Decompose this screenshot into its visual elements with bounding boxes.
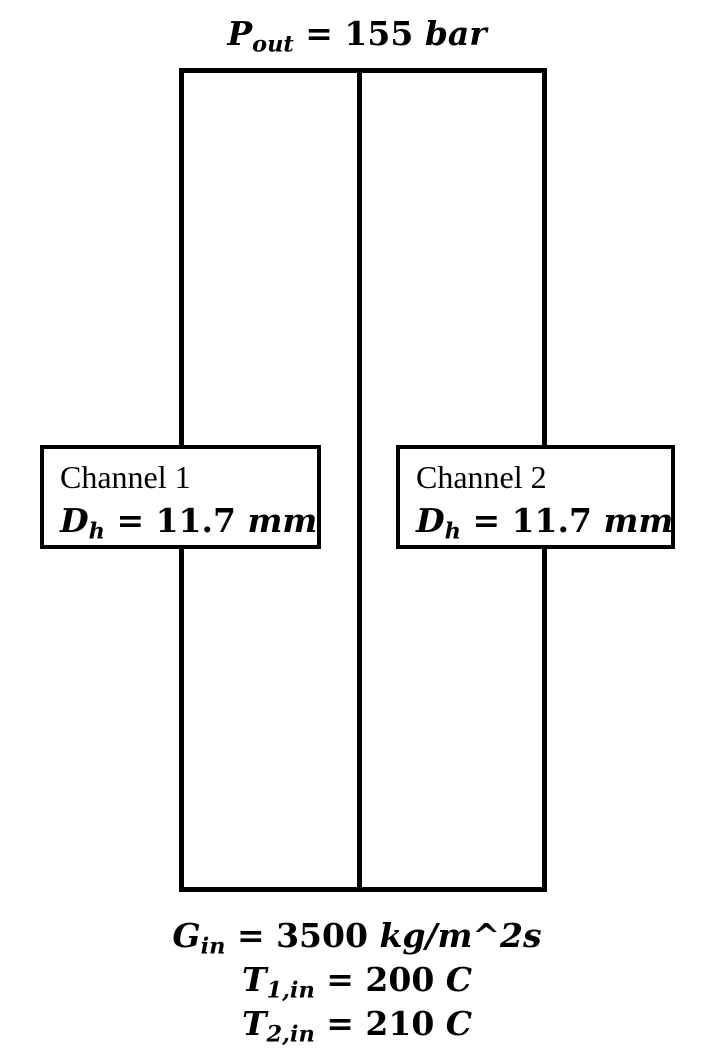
dh-subscript: h (444, 518, 461, 545)
inlet-temperature-1-label: T1,in = 200 C (0, 960, 714, 1004)
t2-subscript: 2,in (266, 1021, 315, 1048)
t2-value: = 210 (326, 1004, 435, 1043)
dh-symbol: D (60, 501, 89, 540)
t1-unit: C (445, 960, 473, 999)
channel-2-hydraulic-diameter: Dh = 11.7 mm (416, 501, 673, 545)
dh-symbol: D (416, 501, 445, 540)
t1-subscript: 1,in (266, 977, 315, 1004)
channel-divider-wall (357, 68, 362, 892)
channel-2-name: Channel 2 (416, 459, 547, 495)
t1-value: = 200 (326, 960, 435, 999)
t2-unit: C (445, 1004, 473, 1043)
pressure-value: = 155 (305, 14, 414, 53)
channel-1-label-box: Channel 1 Dh = 11.7 mm (40, 445, 321, 549)
dh-subscript: h (88, 518, 105, 545)
t2-symbol: T (241, 1004, 267, 1043)
dh-unit: mm (247, 501, 318, 540)
dh-unit: mm (603, 501, 674, 540)
pressure-subscript: out (252, 31, 294, 58)
inlet-temperature-2-label: T2,in = 210 C (0, 1004, 714, 1048)
dh-value: = 11.7 (116, 501, 236, 540)
mass-flux-unit: kg/m^2s (379, 916, 542, 955)
channel-1-hydraulic-diameter: Dh = 11.7 mm (60, 501, 317, 545)
pressure-symbol: P (227, 14, 253, 53)
channel-1-name: Channel 1 (60, 459, 191, 495)
dh-value: = 11.7 (472, 501, 592, 540)
pressure-unit: bar (424, 14, 487, 53)
mass-flux-subscript: in (200, 933, 226, 960)
outlet-pressure-label: Pout = 155 bar (0, 14, 714, 58)
inlet-mass-flux-label: Gin = 3500 kg/m^2s (0, 916, 714, 960)
channel-2-label-box: Channel 2 Dh = 11.7 mm (396, 445, 675, 549)
mass-flux-symbol: G (172, 916, 201, 955)
t1-symbol: T (241, 960, 267, 999)
mass-flux-value: = 3500 (236, 916, 368, 955)
